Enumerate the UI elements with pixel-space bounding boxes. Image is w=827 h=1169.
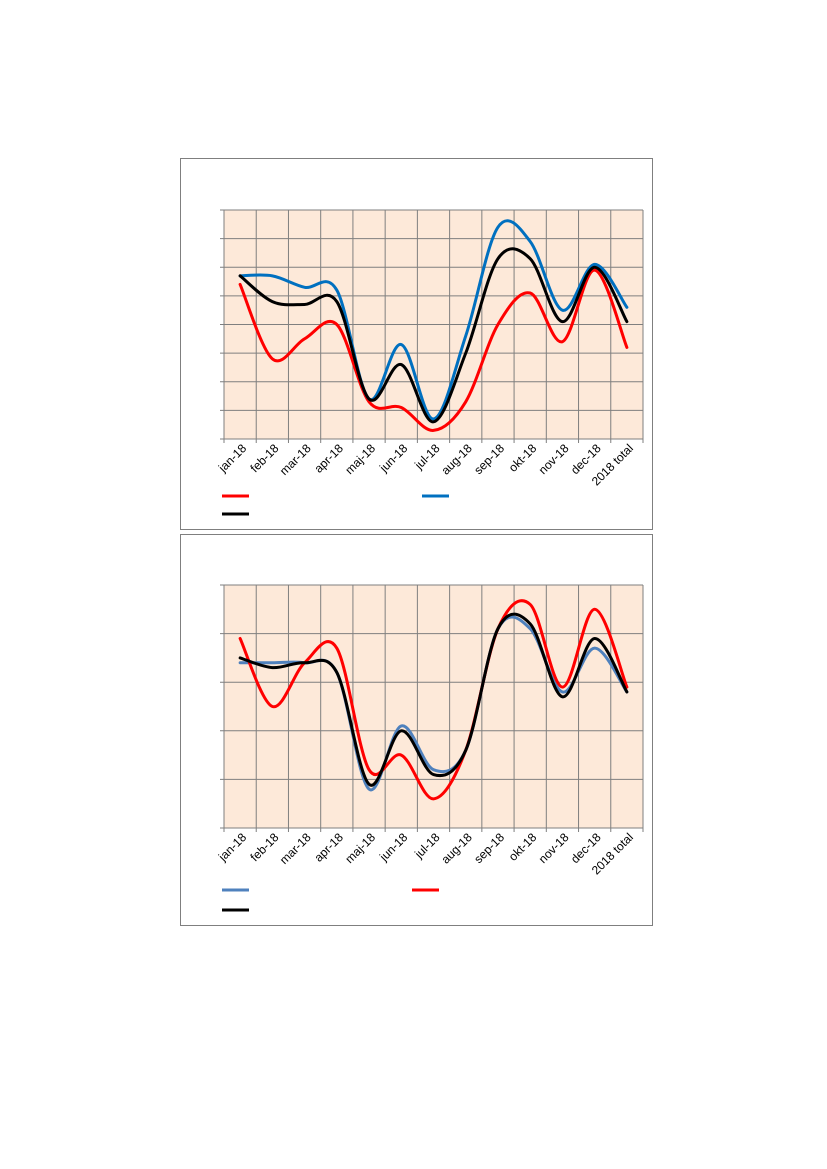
- x-tick-label: nov-18: [536, 830, 572, 866]
- series-line-3: [238, 612, 629, 787]
- x-tick-label: maj-18: [342, 441, 378, 477]
- x-tick-label: okt-18: [506, 830, 540, 864]
- x-tick-label: sep-18: [471, 830, 507, 866]
- x-tick-label: feb-18: [248, 830, 282, 864]
- x-tick-label: okt-18: [506, 441, 540, 475]
- x-tick-label: nov-18: [536, 441, 572, 477]
- series-line-3: [238, 247, 629, 424]
- x-tick-label: aug-18: [439, 830, 476, 867]
- x-tick-label: maj-18: [342, 830, 378, 866]
- x-tick-label: feb-18: [248, 441, 282, 475]
- series-line-2: [238, 219, 629, 421]
- x-tick-label: jan-18: [215, 441, 249, 475]
- x-tick-label: aug-18: [439, 441, 476, 478]
- x-tick-label: jan-18: [215, 830, 249, 864]
- chart-2: jan-18 feb-18 mar-18 apr-18 maj-18 jun-18 jul-…: [180, 534, 653, 926]
- x-tick-label: apr-18: [312, 830, 347, 865]
- x-tick-label: sep-18: [471, 441, 507, 477]
- x-tick-label: jun-18: [376, 830, 410, 864]
- x-tick-label: mar-18: [277, 830, 314, 867]
- plot-area: [224, 585, 643, 828]
- chart-1: jan-18 feb-18 mar-18 apr-18 maj-18 jun-18 jul-…: [180, 158, 653, 530]
- x-tick-label: mar-18: [277, 441, 314, 478]
- x-tick-label: jun-18: [376, 441, 410, 475]
- series-line-1: [238, 268, 629, 432]
- x-tick-label: apr-18: [312, 441, 347, 476]
